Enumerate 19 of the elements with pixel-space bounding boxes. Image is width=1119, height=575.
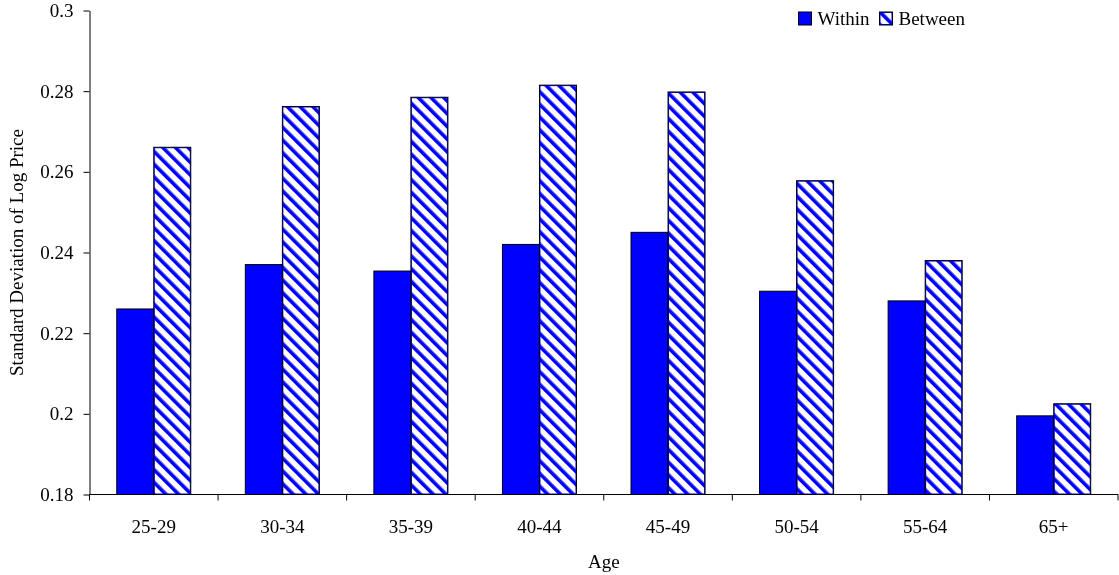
x-tick-label: 40-44 (517, 515, 563, 537)
x-tick-label: 50-54 (774, 515, 820, 537)
y-axis-title: Standard Deviation of Log Price (6, 129, 27, 376)
x-tick-label: 55-64 (902, 515, 948, 537)
y-tick-label: 0.28 (40, 80, 74, 102)
x-tick-label: 65+ (1038, 515, 1069, 537)
y-tick-label: 0.18 (40, 484, 74, 506)
x-tick-label: 30-34 (260, 515, 306, 537)
y-tick-label: 0.3 (49, 0, 74, 22)
x-axis-title: Age (587, 550, 620, 572)
x-tick-label: 25-29 (131, 515, 176, 537)
y-tick-label: 0.24 (40, 242, 74, 264)
legend-label: Within (817, 8, 871, 29)
legend-label: Between (898, 8, 966, 29)
y-tick-label: 0.26 (40, 161, 74, 183)
y-tick-label: 0.22 (40, 322, 74, 344)
x-tick-label: 35-39 (388, 515, 434, 537)
y-tick-label: 0.2 (49, 403, 74, 425)
x-tick-label: 45-49 (645, 515, 691, 537)
